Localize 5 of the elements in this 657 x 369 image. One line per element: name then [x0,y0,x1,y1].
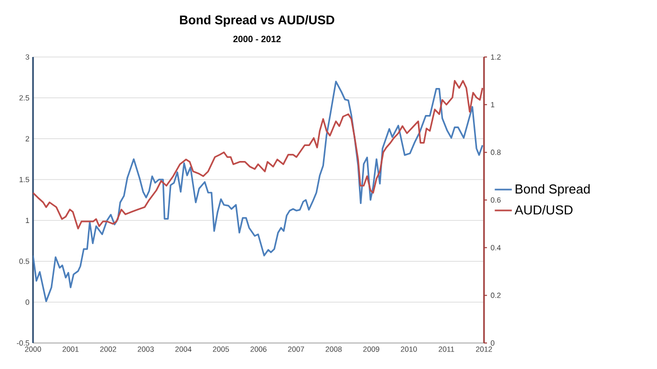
legend-label: Bond Spread [516,184,590,196]
line-series [33,80,484,302]
legend-label: AUD/USD [514,204,573,215]
chart-title: Bond Spread vs AUD/USD [180,15,334,27]
chart-subtitle: 2000 - 2012 [233,36,281,42]
